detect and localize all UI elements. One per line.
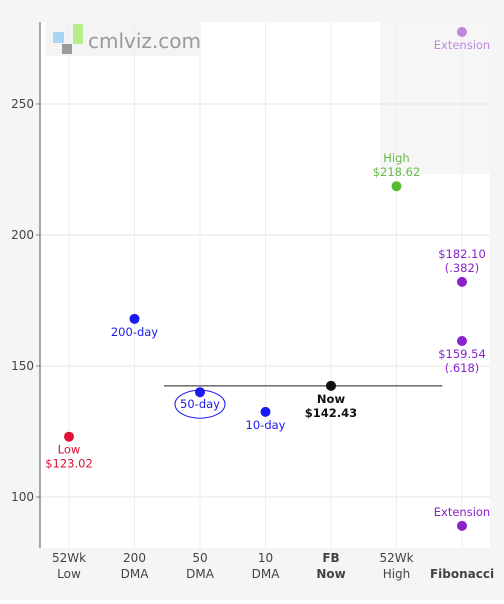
x-tick-label: 200 <box>123 551 146 565</box>
data-label: $142.43 <box>305 406 357 420</box>
x-tick-label: Now <box>316 567 345 581</box>
x-tick-label: Fibonacci <box>430 567 494 581</box>
shaded-band <box>380 22 490 174</box>
x-tick-label: DMA <box>121 567 150 581</box>
data-label: $159.54 <box>438 347 486 361</box>
data-point <box>457 26 467 37</box>
data-point <box>260 406 271 417</box>
data-point <box>457 336 467 347</box>
data-label: $182.10 <box>438 247 486 261</box>
logo-square <box>53 32 64 43</box>
data-point <box>129 313 140 324</box>
x-tick-label: 50 <box>192 551 207 565</box>
data-label: Extension <box>434 38 490 52</box>
data-label: 200-day <box>111 325 158 339</box>
data-point <box>326 380 336 391</box>
data-point <box>457 276 467 287</box>
logo-square <box>73 24 83 44</box>
data-point <box>64 431 74 442</box>
data-point <box>195 387 205 398</box>
data-label: $218.62 <box>373 165 421 179</box>
y-tick-label: 200 <box>11 228 34 242</box>
data-label: Low <box>58 443 81 457</box>
y-tick-label: 100 <box>11 490 34 504</box>
data-label: (.382) <box>445 261 480 275</box>
data-label: Extension <box>434 505 490 519</box>
data-label: $123.02 <box>45 457 93 471</box>
x-tick-label: FB <box>322 551 339 565</box>
y-tick-label: 150 <box>11 359 34 373</box>
logo-square <box>62 44 72 54</box>
x-tick-label: DMA <box>252 567 281 581</box>
data-label: Now <box>317 392 346 406</box>
x-tick-label: 52Wk <box>379 551 413 565</box>
x-tick-label: Low <box>57 567 81 581</box>
data-label: 10-day <box>246 418 286 432</box>
y-tick-label: 250 <box>11 97 34 111</box>
data-point <box>391 181 402 192</box>
data-label: High <box>383 151 409 165</box>
x-tick-label: 10 <box>258 551 273 565</box>
label-ellipse <box>174 389 226 419</box>
x-tick-label: High <box>383 567 411 581</box>
data-label: (.618) <box>445 361 480 375</box>
data-label: 50-day <box>180 397 220 411</box>
x-tick-label: 52Wk <box>52 551 86 565</box>
data-point <box>457 520 467 531</box>
watermark-text: cmlviz.com <box>88 29 201 53</box>
x-tick-label: DMA <box>186 567 215 581</box>
